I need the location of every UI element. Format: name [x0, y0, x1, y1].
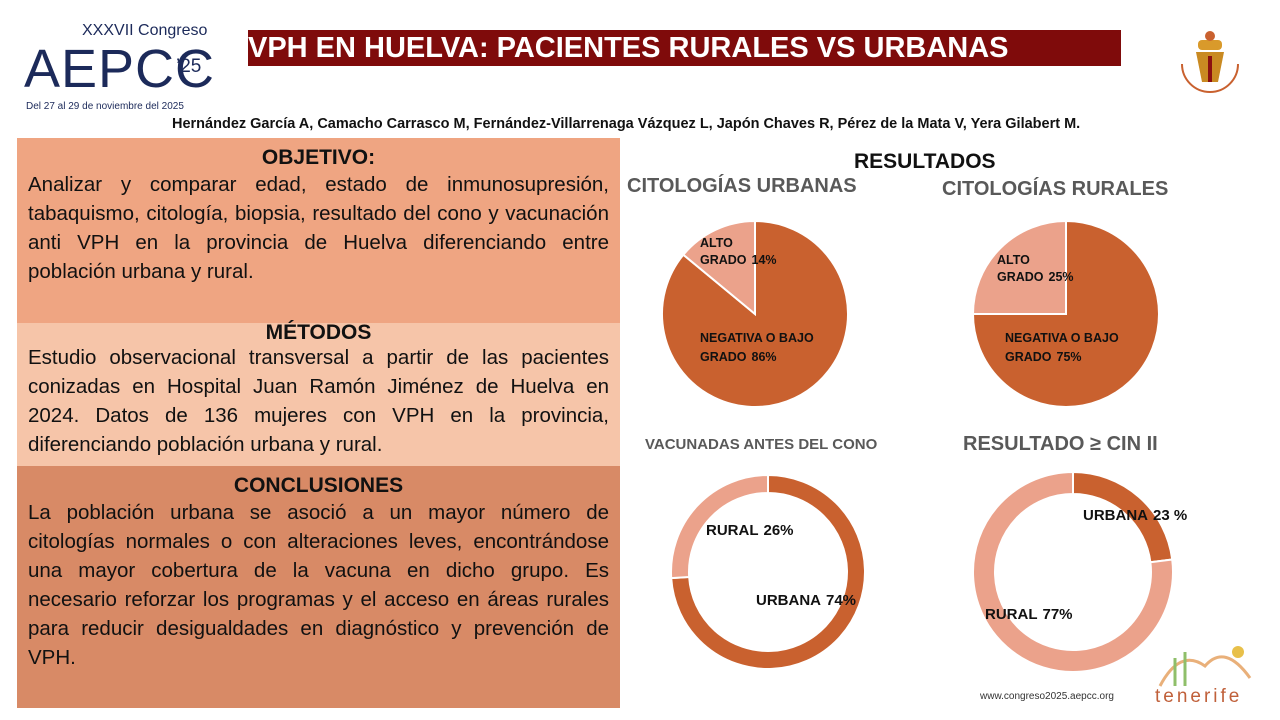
section-heading: MÉTODOS	[265, 321, 372, 344]
society-logo	[1181, 31, 1239, 93]
category-label: URBANA	[1083, 507, 1148, 524]
slice-label: NEGATIVA O BAJO GRADO 86%	[700, 329, 840, 367]
value-label: 74%	[826, 592, 857, 609]
slice-label: URBANA 74%	[756, 591, 856, 611]
value-label: 23 %	[1153, 507, 1188, 524]
congress-year: ’25	[176, 56, 202, 77]
slice-label: ALTO GRADO 14%	[700, 235, 777, 269]
slice-label: NEGATIVA O BAJO GRADO 75%	[1005, 329, 1140, 367]
slice	[681, 219, 756, 317]
value-label: 75%	[1056, 350, 1082, 364]
congress-edition: XXXVII Congreso	[82, 22, 208, 39]
conclusions-section: CONCLUSIONES La población urbana se asoc…	[17, 466, 620, 708]
chart-title: CITOLOGÍAS URBANAS	[627, 175, 857, 197]
value-label: 86%	[751, 350, 777, 364]
category-label: RURAL	[706, 522, 759, 539]
category-label: RURAL	[985, 606, 1038, 623]
title: VPH EN HUELVA: PACIENTES RURALES VS URBA…	[248, 30, 1121, 66]
congress-dates: Del 27 al 29 de noviembre del 2025	[26, 101, 184, 112]
objective-section: OBJETIVO: Analizar y comparar edad, esta…	[17, 138, 620, 323]
slice	[971, 219, 1067, 315]
tenerife-logo	[1158, 646, 1252, 687]
chart-title: VACUNADAS ANTES DEL CONO	[645, 436, 878, 453]
results-heading: RESULTADOS	[854, 150, 996, 173]
category-label: ALTO GRADO	[700, 236, 747, 267]
section-heading: OBJETIVO:	[261, 146, 376, 169]
section-heading: CONCLUSIONES	[233, 474, 404, 497]
slice-label: RURAL 26%	[706, 520, 794, 541]
slice	[661, 219, 849, 408]
value-label: 26%	[763, 522, 794, 539]
section-text: Estudio observacional transversal a part…	[28, 346, 609, 456]
section-text: La población urbana se asoció a un mayor…	[28, 501, 609, 669]
slice	[971, 219, 1160, 408]
slice	[670, 473, 866, 670]
category-label: ALTO GRADO	[997, 253, 1044, 284]
value-label: 77%	[1042, 606, 1073, 623]
value-label: 14%	[751, 253, 777, 267]
chart-title: RESULTADO ≥ CIN II	[963, 433, 1158, 455]
value-label: 25%	[1048, 270, 1074, 284]
website: www.congreso2025.aepcc.org	[980, 691, 1114, 702]
authors: Hernández García A, Camacho Carrasco M, …	[172, 116, 1081, 132]
location: tenerife	[1155, 686, 1243, 707]
slice	[972, 470, 1174, 673]
slice-label: RURAL 77%	[985, 606, 1105, 623]
category-label: URBANA	[756, 592, 821, 609]
slice-label: ALTO GRADO 25%	[997, 252, 1074, 286]
chart-title: CITOLOGÍAS RURALES	[942, 178, 1169, 200]
methods-section: MÉTODOS Estudio observacional transversa…	[17, 321, 620, 466]
slice-label: URBANA 23 %	[1083, 507, 1223, 524]
congress-name: AEPCC	[24, 39, 216, 99]
slice	[670, 473, 769, 580]
category-label: NEGATIVA O BAJO GRADO	[700, 331, 814, 364]
section-text: Analizar y comparar edad, estado de inmu…	[28, 173, 609, 283]
category-label: NEGATIVA O BAJO GRADO	[1005, 331, 1119, 364]
